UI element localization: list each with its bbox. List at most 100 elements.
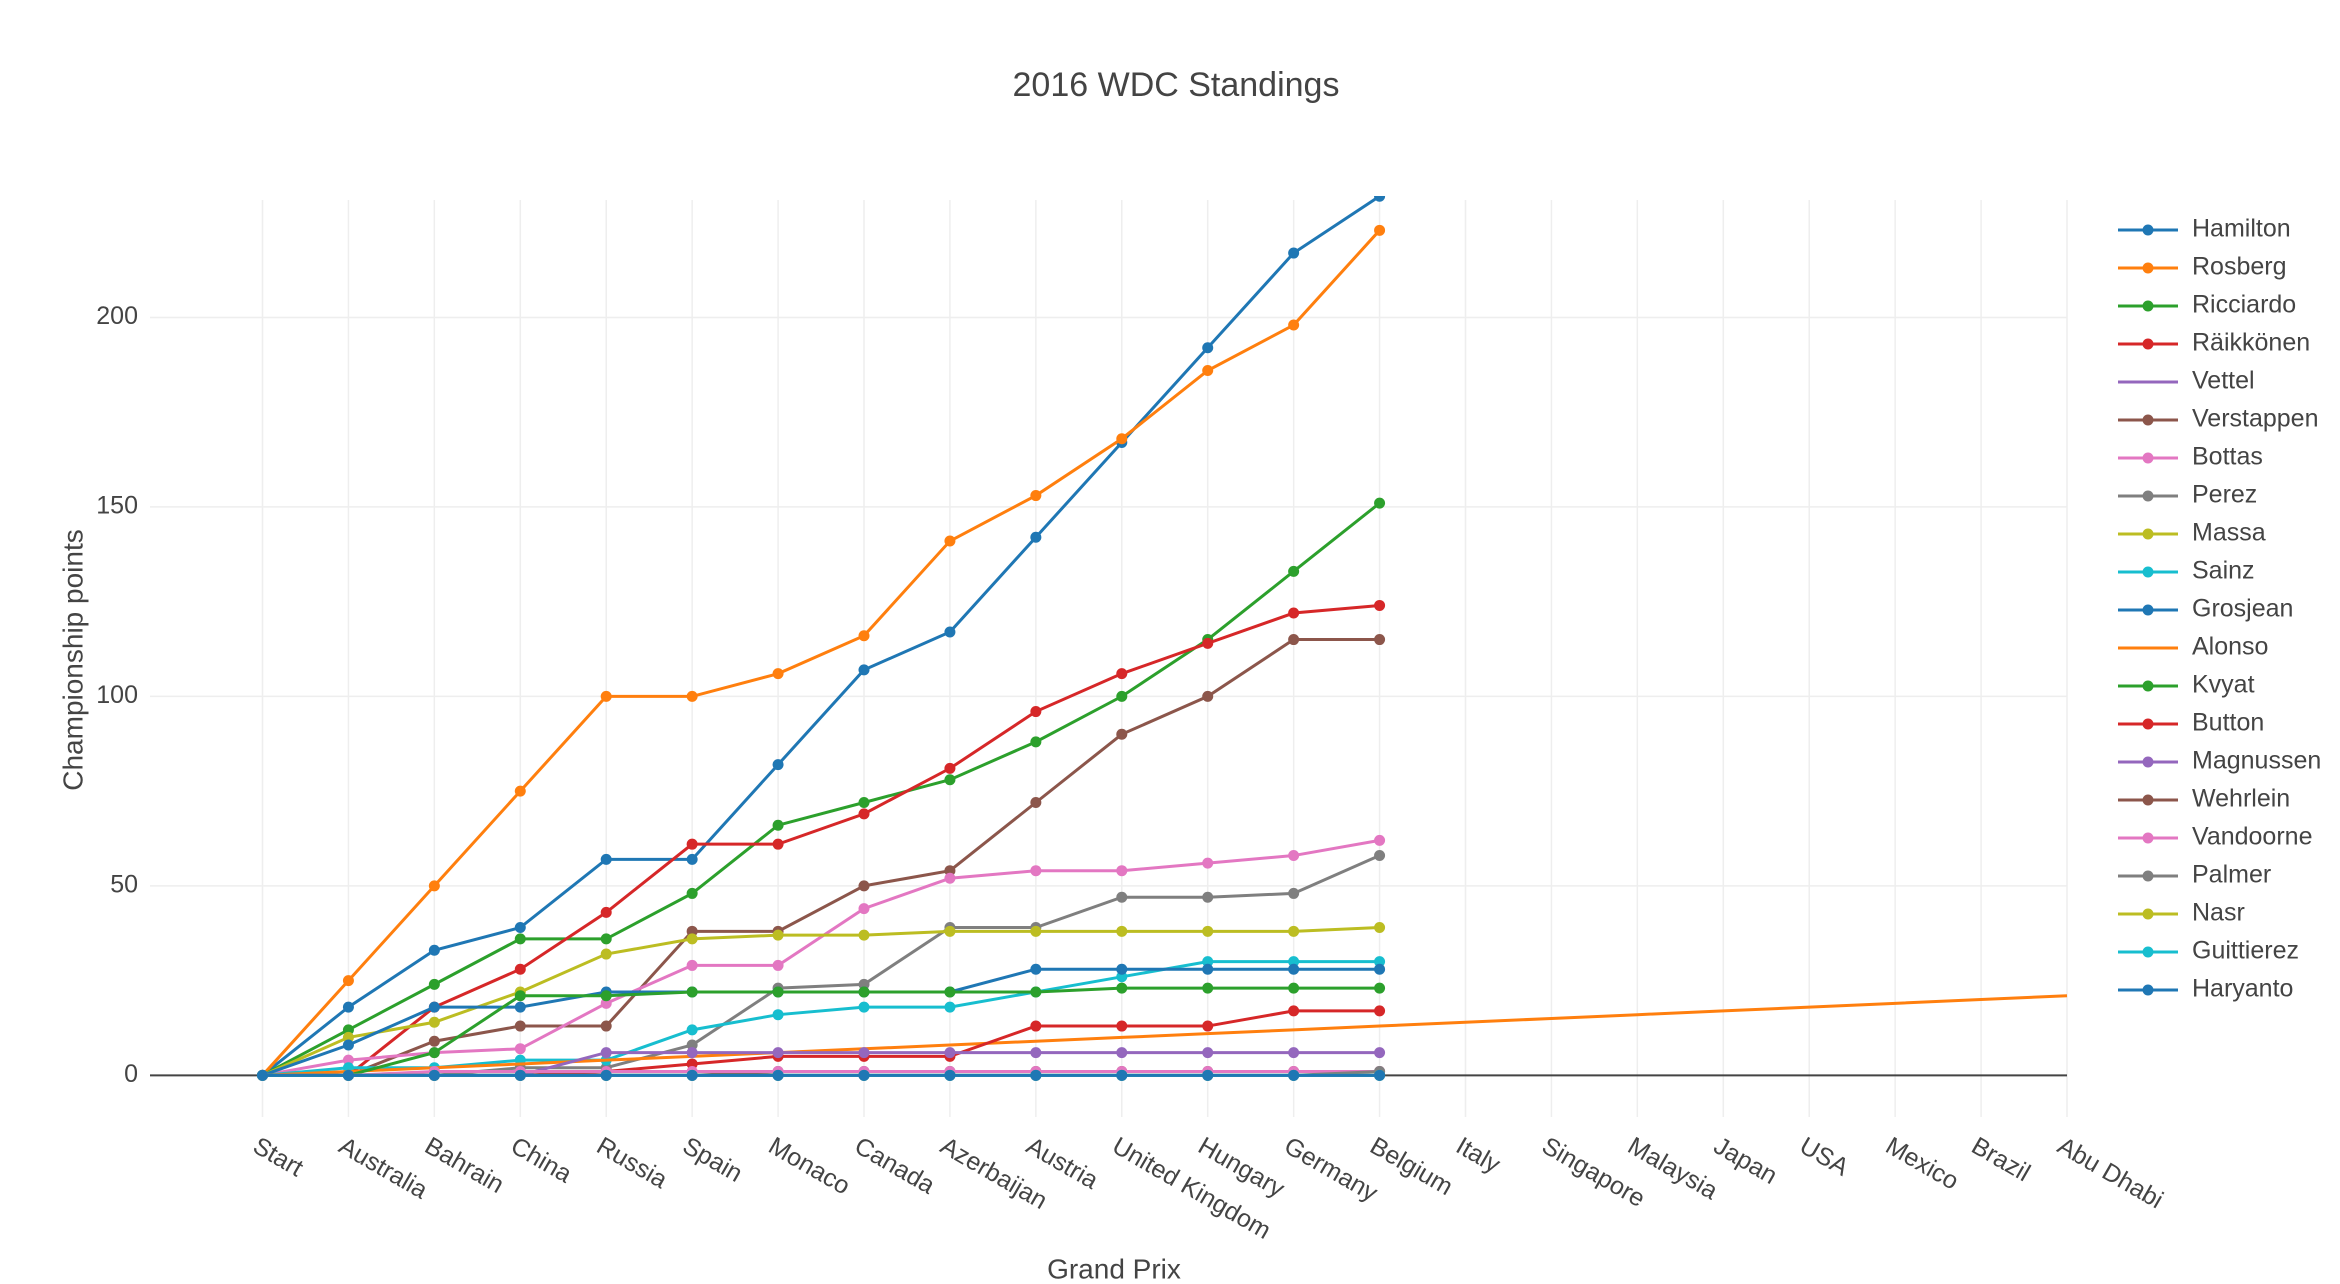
- point: [1030, 490, 1042, 502]
- y-tick-label: 100: [96, 681, 138, 709]
- legend-marker: [2142, 718, 2154, 730]
- point: [944, 774, 956, 786]
- point: [686, 1058, 698, 1070]
- point: [1288, 963, 1300, 975]
- point: [686, 1047, 698, 1059]
- point: [342, 1001, 354, 1013]
- point: [686, 690, 698, 702]
- legend-marker: [2142, 566, 2154, 578]
- point: [944, 626, 956, 638]
- point: [342, 975, 354, 987]
- point: [1374, 834, 1386, 846]
- point: [514, 990, 526, 1002]
- legend-label: Vettel: [2192, 367, 2255, 395]
- point: [1374, 634, 1386, 646]
- point: [1116, 433, 1128, 445]
- point: [1030, 986, 1042, 998]
- point: [428, 1035, 440, 1047]
- point: [600, 690, 612, 702]
- legend-marker: [2142, 870, 2154, 882]
- point: [600, 906, 612, 918]
- point: [686, 887, 698, 899]
- x-tick-label: USA: [1795, 1132, 1854, 1182]
- legend-marker: [2142, 984, 2154, 996]
- point: [514, 1020, 526, 1032]
- legend-marker: [2142, 756, 2154, 768]
- point: [1202, 963, 1214, 975]
- point: [1202, 857, 1214, 869]
- x-tick-label: Belgium: [1365, 1132, 1457, 1201]
- point: [1116, 728, 1128, 740]
- point: [514, 1001, 526, 1013]
- point: [772, 929, 784, 941]
- plot-area: [257, 196, 2068, 1081]
- point: [1116, 690, 1128, 702]
- point: [686, 933, 698, 945]
- legend-marker: [2142, 832, 2154, 844]
- point: [1374, 963, 1386, 975]
- x-tick-label: Brazil: [1967, 1132, 2035, 1188]
- legend-marker: [2142, 908, 2154, 920]
- point: [1374, 956, 1386, 968]
- point: [858, 664, 870, 676]
- legend-label: Grosjean: [2192, 595, 2293, 623]
- point: [1374, 922, 1386, 934]
- y-axis-label: Championship points: [57, 529, 88, 791]
- series-line: [261, 229, 1381, 1077]
- point: [1202, 891, 1214, 903]
- point: [1288, 887, 1300, 899]
- point: [1030, 1020, 1042, 1032]
- legend-marker: [2142, 414, 2154, 426]
- legend-label: Vandoorne: [2192, 823, 2312, 851]
- legend-marker: [2142, 528, 2154, 540]
- point: [514, 933, 526, 945]
- chart-title: 2016 WDC Standings: [1013, 66, 1340, 104]
- point: [944, 872, 956, 884]
- point: [858, 796, 870, 808]
- point: [1288, 925, 1300, 937]
- legend-marker: [2142, 452, 2154, 464]
- point: [600, 1069, 612, 1081]
- point: [772, 986, 784, 998]
- series-line: [261, 196, 1381, 1077]
- point: [772, 668, 784, 680]
- point: [686, 959, 698, 971]
- point: [600, 948, 612, 960]
- point: [1030, 925, 1042, 937]
- point: [944, 865, 956, 877]
- point: [342, 1054, 354, 1066]
- legend-marker: [2142, 262, 2154, 274]
- point: [772, 959, 784, 971]
- point: [1288, 1069, 1300, 1081]
- series-line: [262, 1070, 1380, 1077]
- point: [1288, 565, 1300, 577]
- series-line: [262, 638, 1380, 1077]
- legend-marker: [2142, 946, 2154, 958]
- x-tick-label: Germany: [1279, 1132, 1382, 1208]
- point: [772, 1009, 784, 1021]
- legend-label: Palmer: [2192, 861, 2271, 889]
- point: [858, 903, 870, 915]
- point: [514, 1069, 526, 1081]
- point: [1202, 1020, 1214, 1032]
- point: [600, 853, 612, 865]
- point: [1288, 982, 1300, 994]
- point: [1030, 706, 1042, 718]
- point: [944, 1047, 956, 1059]
- legend-label: Kvyat: [2192, 671, 2255, 699]
- legend-label: Wehrlein: [2192, 785, 2290, 813]
- point: [342, 1031, 354, 1043]
- point: [686, 1069, 698, 1081]
- point: [1202, 365, 1214, 377]
- legend-label: Perez: [2192, 481, 2257, 509]
- point: [600, 997, 612, 1009]
- point: [686, 986, 698, 998]
- point: [772, 819, 784, 831]
- x-tick-label: Monaco: [764, 1132, 855, 1201]
- point: [944, 535, 956, 547]
- legend-label: Nasr: [2192, 899, 2245, 927]
- point: [1116, 668, 1128, 680]
- point: [1030, 796, 1042, 808]
- legend-marker: [2142, 794, 2154, 806]
- series-line: [261, 926, 1380, 1077]
